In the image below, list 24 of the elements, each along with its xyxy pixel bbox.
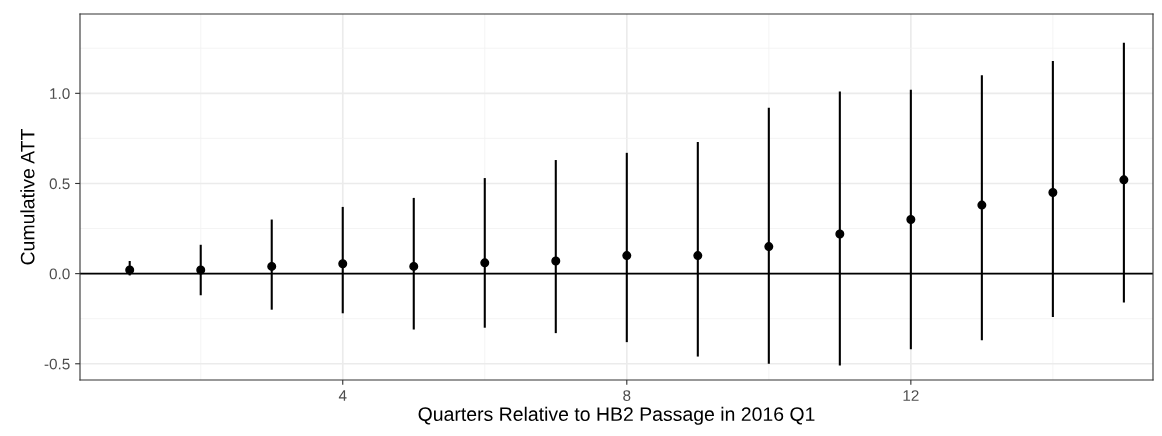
point [409, 261, 419, 271]
x-tick-label: 4 [338, 390, 347, 401]
y-tick-label: 0.5 [49, 178, 70, 190]
point [480, 258, 490, 268]
point [622, 251, 632, 261]
y-tick-label: 1.0 [50, 88, 70, 100]
point [693, 251, 703, 261]
point [1119, 175, 1129, 185]
point [267, 261, 277, 271]
point [835, 229, 845, 239]
x-axis-title: Quarters Relative to HB2 Passage in 2016 Q1 [418, 406, 815, 425]
point [551, 256, 561, 266]
y-axis-title: Cumulative ATT [20, 129, 35, 265]
point [338, 259, 348, 269]
point [906, 215, 916, 225]
y-tick-label: 0.0 [49, 268, 70, 280]
x-tick-label: 12 [903, 390, 919, 401]
point [977, 200, 987, 210]
y-tick-label: -0.5 [44, 358, 70, 370]
point [1048, 187, 1058, 197]
point [196, 265, 206, 275]
x-tick-label: 8 [623, 390, 631, 401]
point [764, 242, 774, 252]
point [125, 265, 135, 275]
